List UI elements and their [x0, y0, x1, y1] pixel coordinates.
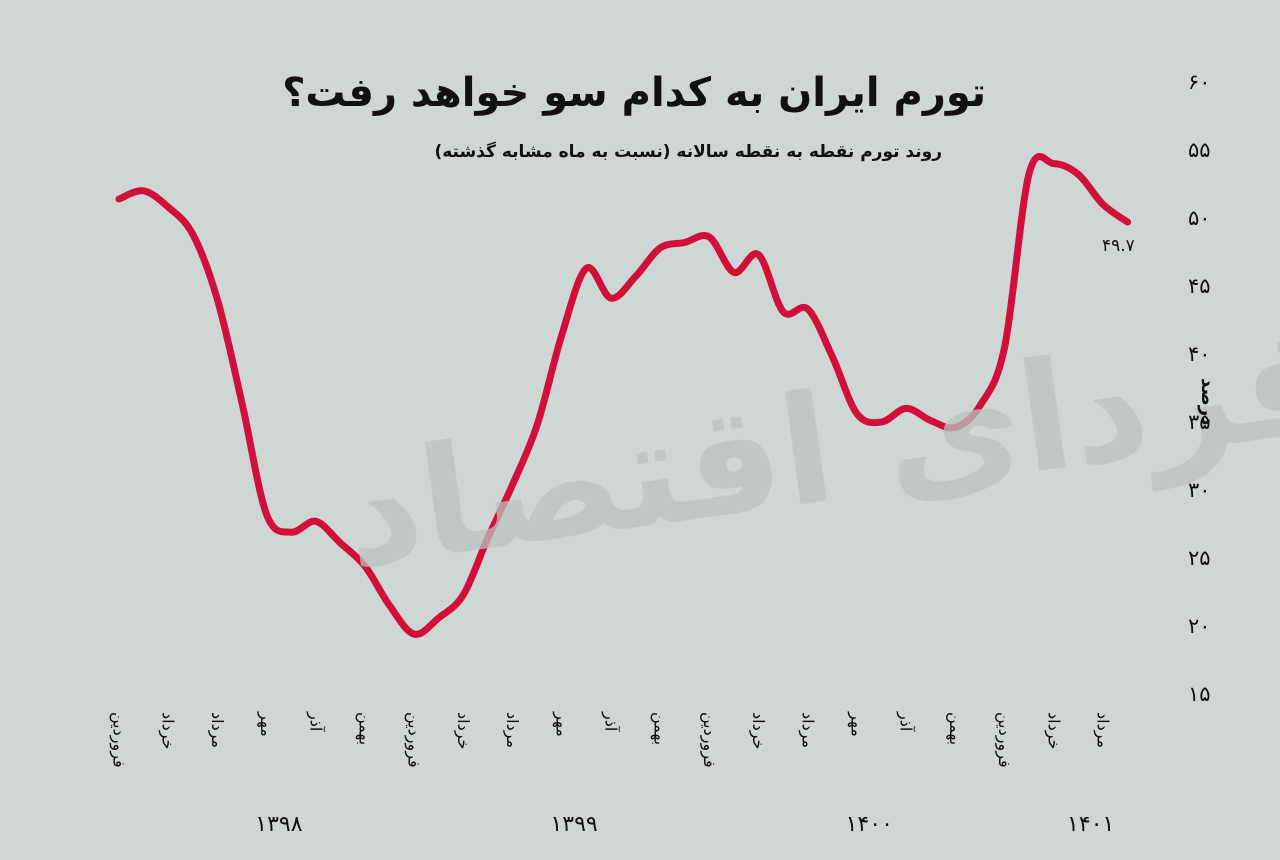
- x-tick-label: فروردین: [404, 712, 424, 768]
- year-label: ۱۴۰۰: [845, 812, 893, 837]
- y-tick-label: ۵۰: [1188, 206, 1211, 230]
- y-tick-label: ۴۰: [1188, 342, 1211, 366]
- x-tick-label: آذر: [601, 712, 621, 732]
- x-tick-label: مرداد: [798, 712, 818, 749]
- year-label: ۱۳۹۹: [550, 812, 598, 837]
- y-tick-label: ۴۵: [1188, 274, 1211, 298]
- year-label: ۱۴۰۱: [1067, 812, 1115, 837]
- chart-subtitle: روند تورم نقطه به نقطه سالانه (نسبت به م…: [434, 142, 942, 162]
- y-tick-label: ۲۰: [1188, 614, 1211, 638]
- chart-title: تورم ایران به کدام سو خواهد رفت؟: [282, 70, 986, 116]
- y-tick-label: ۲۵: [1188, 546, 1211, 570]
- x-tick-label: فروردین: [995, 712, 1015, 768]
- x-tick-label: خرداد: [453, 712, 473, 750]
- x-tick-label: مهر: [552, 712, 572, 737]
- x-tick-label: بهمن: [355, 712, 375, 746]
- y-tick-label: ۵۵: [1188, 138, 1211, 162]
- y-tick-label: ۱۵: [1188, 682, 1211, 706]
- x-tick-label: خرداد: [1044, 712, 1064, 750]
- last-value-label: ۴۹.۷: [1102, 236, 1135, 256]
- y-tick-label: ۳۵: [1188, 410, 1211, 434]
- inflation-series-line: [115, 153, 1132, 638]
- x-tick-label: بهمن: [945, 712, 965, 746]
- x-tick-label: مرداد: [207, 712, 227, 749]
- x-tick-label: فروردین: [699, 712, 719, 768]
- x-tick-label: مرداد: [1093, 712, 1113, 749]
- x-tick-label: خرداد: [158, 712, 178, 750]
- x-tick-label: خرداد: [749, 712, 769, 750]
- x-tick-label: مهر: [847, 712, 867, 737]
- year-label: ۱۳۹۸: [255, 812, 303, 837]
- x-tick-label: مهر: [257, 712, 277, 737]
- y-tick-label: ۶۰: [1188, 70, 1211, 94]
- y-axis-label: درصد: [1197, 378, 1218, 426]
- y-tick-label: ۳۰: [1188, 478, 1211, 502]
- x-tick-label: فروردین: [109, 712, 129, 768]
- x-tick-label: مرداد: [503, 712, 523, 749]
- x-tick-label: بهمن: [650, 712, 670, 746]
- x-tick-label: آذر: [896, 712, 916, 732]
- x-tick-label: آذر: [306, 712, 326, 732]
